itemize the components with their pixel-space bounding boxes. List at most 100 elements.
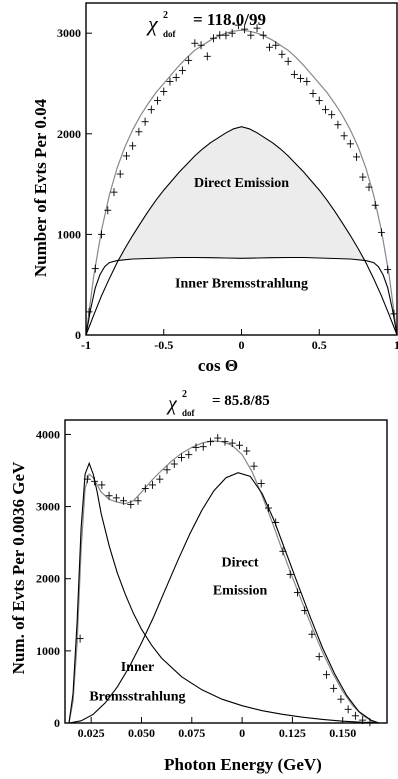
top-chart-chi-subscript: dof bbox=[163, 29, 177, 39]
bottom-chart-x-tick-label: 0.150 bbox=[329, 726, 356, 740]
bottom-chart-data-point bbox=[170, 460, 178, 469]
top-chart-data-points bbox=[85, 21, 398, 318]
top-chart-x-tick-label: 0.5 bbox=[312, 338, 327, 352]
top-chart-x-tick-label: 0 bbox=[239, 338, 245, 352]
top-chart-data-point bbox=[328, 110, 336, 119]
bottom-chart-data-point bbox=[257, 479, 265, 488]
bottom-chart-data-point bbox=[141, 484, 149, 493]
top-chart-data-point bbox=[241, 25, 249, 34]
bottom-chart-annotation-inner: Inner bbox=[121, 660, 154, 675]
top-chart-y-tick-label: 3000 bbox=[57, 26, 81, 40]
top-chart-data-point bbox=[334, 120, 342, 129]
top-chart-ticks: 0 1000 2000 3000 -1 -0.5 0 0.5 1 bbox=[57, 26, 398, 352]
bottom-chart-data-point bbox=[185, 450, 193, 459]
bottom-chart-data-point bbox=[337, 695, 345, 704]
bottom-chart-data-points bbox=[76, 434, 374, 727]
bottom-chart-y-tick-label: 3000 bbox=[36, 500, 60, 514]
top-chart-data-point bbox=[129, 141, 137, 150]
top-chart-data-point bbox=[160, 87, 168, 96]
top-chart-y-tick-label: 2000 bbox=[57, 127, 81, 141]
top-chart-chi-superscript: 2 bbox=[163, 10, 168, 21]
bottom-chart-data-point bbox=[76, 634, 84, 643]
top-chart-data-point bbox=[147, 105, 155, 114]
top-chart-data-point bbox=[85, 307, 93, 316]
top-chart-data-point bbox=[98, 230, 106, 239]
top-chart-data-point bbox=[253, 24, 261, 33]
bottom-chart-data-point bbox=[192, 443, 200, 452]
top-chart-data-point bbox=[303, 77, 311, 86]
bottom-chart-y-tick-label: 4000 bbox=[36, 427, 60, 441]
bottom-chart-x-tick-label: 0 bbox=[239, 726, 245, 740]
top-chart-data-point bbox=[228, 29, 236, 38]
bottom-chart-curves bbox=[68, 440, 380, 724]
top-chart-data-point bbox=[297, 74, 305, 83]
top-chart-y-tick-label: 0 bbox=[75, 328, 81, 342]
top-chart-data-point bbox=[284, 57, 292, 66]
top-chart-data-point bbox=[197, 41, 205, 50]
top-chart-data-point bbox=[371, 201, 379, 210]
bottom-chart-data-point bbox=[315, 652, 323, 661]
bottom-chart-data-point bbox=[156, 475, 164, 484]
top-chart-data-point bbox=[154, 96, 162, 105]
top-chart-data-point bbox=[384, 265, 392, 274]
top-chart-annotation-direct-emission: Direct Emission bbox=[194, 176, 289, 191]
bottom-chart-data-point bbox=[308, 630, 316, 639]
bottom-chart-data-point bbox=[293, 588, 301, 597]
bottom-chart-data-point bbox=[235, 441, 243, 450]
top-chart-data-point bbox=[234, 21, 242, 30]
bottom-chart-x-tick-label: 0.025 bbox=[78, 726, 105, 740]
bottom-chart-data-point bbox=[366, 718, 374, 727]
top-chart-data-point bbox=[247, 31, 255, 40]
direct-emission-shaded-region bbox=[86, 126, 397, 335]
bottom-chart-y-tick-label: 0 bbox=[54, 716, 60, 730]
bottom-chart-data-point bbox=[149, 480, 157, 489]
bottom-chart-data-point bbox=[228, 439, 236, 448]
top-chart-data-point bbox=[290, 70, 298, 79]
bottom-chart-data-point bbox=[272, 518, 280, 527]
top-chart-data-point bbox=[210, 34, 218, 43]
top-chart-data-point bbox=[272, 41, 280, 50]
top-chart-data-point bbox=[278, 50, 286, 59]
top-chart-data-point bbox=[265, 43, 273, 52]
bottom-chart-data-point bbox=[286, 570, 294, 579]
chart-top: 0 1000 2000 3000 -1 -0.5 0 0.5 1 χ 2 dof = 118.0… bbox=[31, 2, 398, 375]
bottom-chart-data-point bbox=[83, 475, 91, 484]
top-chart-data-point bbox=[166, 77, 174, 86]
bottom-chart-annotation-direct: Direct bbox=[222, 555, 259, 570]
top-chart-x-tick-label: -0.5 bbox=[154, 338, 173, 352]
top-chart-inner-bremsstrahlung-curve bbox=[85, 256, 398, 336]
top-chart-data-point bbox=[116, 170, 124, 179]
bottom-chart-data-point bbox=[112, 493, 120, 502]
top-chart-x-axis-label: cos Θ bbox=[198, 356, 238, 375]
top-chart-frame bbox=[85, 2, 398, 336]
top-chart-data-point bbox=[172, 73, 180, 82]
top-chart-data-point bbox=[353, 152, 361, 161]
bottom-chart-data-point bbox=[250, 462, 258, 471]
top-chart-chi-symbol: χ bbox=[146, 11, 159, 36]
top-chart-data-point bbox=[104, 206, 112, 215]
bottom-chart-data-point bbox=[127, 500, 135, 509]
top-chart-data-point bbox=[135, 127, 143, 136]
top-chart-data-point bbox=[315, 96, 323, 105]
bottom-chart-data-point bbox=[178, 453, 186, 462]
bottom-chart-ticks: 0 1000 2000 3000 4000 0.025 0.050 0.075 0 0.125 0.… bbox=[36, 427, 356, 740]
top-chart-data-point bbox=[340, 131, 348, 140]
bottom-chart-data-point bbox=[301, 606, 309, 615]
top-chart-data-point bbox=[178, 66, 186, 75]
top-chart-data-point bbox=[259, 31, 267, 40]
top-chart-data-point bbox=[216, 31, 224, 40]
top-chart-x-tick-label: 1 bbox=[394, 338, 398, 352]
bottom-chart-data-point bbox=[279, 547, 287, 556]
bottom-chart-chi-superscript: 2 bbox=[182, 389, 187, 400]
top-chart-data-point bbox=[110, 188, 118, 197]
bottom-chart-chi-subscript: dof bbox=[182, 408, 196, 418]
top-chart-direct-emission-curve bbox=[85, 126, 398, 336]
bottom-chart-annotation-bremsstrahlung: Bremsstrahlung bbox=[89, 690, 185, 705]
top-chart-data-point bbox=[359, 173, 367, 182]
bottom-chart-data-point bbox=[105, 491, 113, 500]
bottom-chart-total-fit-curve bbox=[68, 440, 380, 724]
bottom-chart-x-axis-label: Photon Energy (GeV) bbox=[164, 755, 322, 774]
top-chart-data-point bbox=[309, 89, 317, 98]
bottom-chart-data-point bbox=[98, 480, 106, 489]
